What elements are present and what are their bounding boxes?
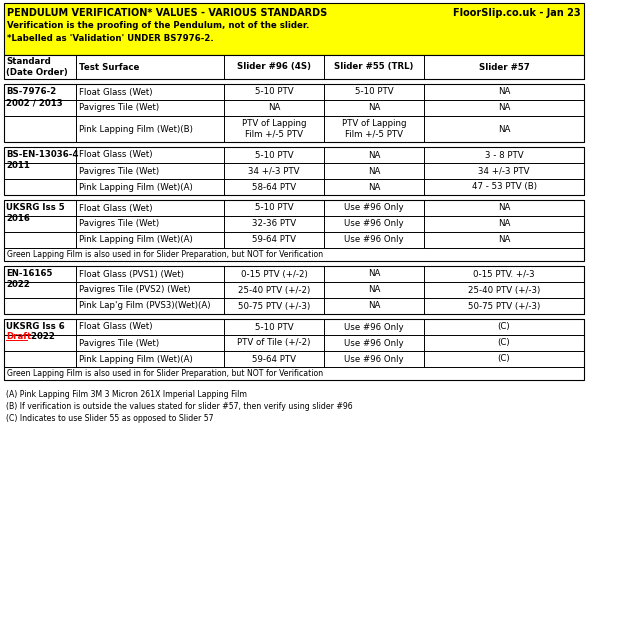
Bar xyxy=(4,3,584,55)
Text: 0-15 PTV (+/-2): 0-15 PTV (+/-2) xyxy=(241,269,307,279)
Text: Pavigres Tile (Wet): Pavigres Tile (Wet) xyxy=(79,104,159,112)
Text: FloorSlip.co.uk - Jan 23: FloorSlip.co.uk - Jan 23 xyxy=(453,8,581,18)
Bar xyxy=(4,147,584,195)
Text: NA: NA xyxy=(368,104,380,112)
Text: NA: NA xyxy=(268,104,280,112)
Text: BS-7976-2
2002 / 2013: BS-7976-2 2002 / 2013 xyxy=(6,87,63,107)
Text: 34 +/-3 PTV: 34 +/-3 PTV xyxy=(248,166,300,176)
Text: BS-EN-13036-4
2011: BS-EN-13036-4 2011 xyxy=(6,150,78,171)
Text: 50-75 PTV (+/-3): 50-75 PTV (+/-3) xyxy=(238,301,310,310)
Text: NA: NA xyxy=(368,301,380,310)
Text: Float Glass (Wet): Float Glass (Wet) xyxy=(79,204,152,212)
Text: NA: NA xyxy=(498,125,510,133)
Text: EN-16165
2022: EN-16165 2022 xyxy=(6,269,52,289)
Bar xyxy=(4,55,584,79)
Text: Use #96 Only: Use #96 Only xyxy=(344,355,404,363)
Text: (C): (C) xyxy=(497,339,510,348)
Text: Pink Lapping Film (Wet)(A): Pink Lapping Film (Wet)(A) xyxy=(79,355,193,363)
Text: NA: NA xyxy=(498,219,510,229)
Text: Verification is the proofing of the Pendulum, not of the slider.: Verification is the proofing of the Pend… xyxy=(7,21,310,30)
Text: Use #96 Only: Use #96 Only xyxy=(344,322,404,332)
Text: Pink Lapping Film (Wet)(A): Pink Lapping Film (Wet)(A) xyxy=(79,236,193,245)
Text: Slider #57: Slider #57 xyxy=(478,63,530,71)
Text: Pink Lap'g Film (PVS3)(Wet)(A): Pink Lap'g Film (PVS3)(Wet)(A) xyxy=(79,301,210,310)
Text: Float Glass (PVS1) (Wet): Float Glass (PVS1) (Wet) xyxy=(79,269,184,279)
Text: *Labelled as 'Validation' UNDER BS7976-2.: *Labelled as 'Validation' UNDER BS7976-2… xyxy=(7,34,214,43)
Text: Standard
(Date Order): Standard (Date Order) xyxy=(6,57,68,77)
Text: (C): (C) xyxy=(497,355,510,363)
Text: PENDULUM VERIFICATION* VALUES - VARIOUS STANDARDS: PENDULUM VERIFICATION* VALUES - VARIOUS … xyxy=(7,8,327,18)
Text: 58-64 PTV: 58-64 PTV xyxy=(252,183,296,191)
Text: Green Lapping Film is also used in for Slider Preparation, but NOT for Verificat: Green Lapping Film is also used in for S… xyxy=(7,250,323,259)
Text: 2022: 2022 xyxy=(28,332,55,341)
Text: 0-15 PTV. +/-3: 0-15 PTV. +/-3 xyxy=(473,269,535,279)
Bar xyxy=(4,319,584,380)
Text: NA: NA xyxy=(368,166,380,176)
Text: 5-10 PTV: 5-10 PTV xyxy=(355,87,393,97)
Text: NA: NA xyxy=(498,104,510,112)
Bar xyxy=(4,200,584,261)
Text: Test Surface: Test Surface xyxy=(79,63,140,71)
Text: 47 - 53 PTV (B): 47 - 53 PTV (B) xyxy=(471,183,537,191)
Text: 34 +/-3 PTV: 34 +/-3 PTV xyxy=(478,166,530,176)
Text: Pavigres Tile (Wet): Pavigres Tile (Wet) xyxy=(79,166,159,176)
Text: PTV of Tile (+/-2): PTV of Tile (+/-2) xyxy=(237,339,311,348)
Text: (A) Pink Lapping Film 3M 3 Micron 261X Imperial Lapping Film: (A) Pink Lapping Film 3M 3 Micron 261X I… xyxy=(6,390,247,399)
Bar xyxy=(4,319,584,380)
Text: Float Glass (Wet): Float Glass (Wet) xyxy=(79,150,152,159)
Text: Use #96 Only: Use #96 Only xyxy=(344,339,404,348)
Text: 32-36 PTV: 32-36 PTV xyxy=(252,219,296,229)
Text: (B) If verification is outside the values stated for slider #57, then verify usi: (B) If verification is outside the value… xyxy=(6,402,353,411)
Text: 3 - 8 PTV: 3 - 8 PTV xyxy=(485,150,523,159)
Text: Float Glass (Wet): Float Glass (Wet) xyxy=(79,87,152,97)
Text: (C): (C) xyxy=(497,322,510,332)
Text: (C) Indicates to use Slider 55 as opposed to Slider 57: (C) Indicates to use Slider 55 as oppose… xyxy=(6,414,214,423)
Text: Pavigres Tile (Wet): Pavigres Tile (Wet) xyxy=(79,339,159,348)
Text: Slider #96 (4S): Slider #96 (4S) xyxy=(237,63,311,71)
Text: Green Lapping Film is also used in for Slider Preparation, but NOT for Verificat: Green Lapping Film is also used in for S… xyxy=(7,369,323,378)
Text: Draft: Draft xyxy=(6,332,31,341)
Text: NA: NA xyxy=(498,204,510,212)
Text: 59-64 PTV: 59-64 PTV xyxy=(252,355,296,363)
Text: 25-40 PTV (+/-3): 25-40 PTV (+/-3) xyxy=(468,286,540,295)
Text: 5-10 PTV: 5-10 PTV xyxy=(255,150,293,159)
Text: Pink Lapping Film (Wet)(B): Pink Lapping Film (Wet)(B) xyxy=(79,125,193,133)
Bar xyxy=(4,84,584,142)
Text: 59-64 PTV: 59-64 PTV xyxy=(252,236,296,245)
Text: NA: NA xyxy=(498,236,510,245)
Text: NA: NA xyxy=(368,183,380,191)
Text: NA: NA xyxy=(498,87,510,97)
Text: 5-10 PTV: 5-10 PTV xyxy=(255,204,293,212)
Text: NA: NA xyxy=(368,269,380,279)
Text: Slider #55 (TRL): Slider #55 (TRL) xyxy=(334,63,414,71)
Text: UKSRG Iss 6: UKSRG Iss 6 xyxy=(6,322,64,331)
Text: 50-75 PTV (+/-3): 50-75 PTV (+/-3) xyxy=(468,301,540,310)
Text: Pink Lapping Film (Wet)(A): Pink Lapping Film (Wet)(A) xyxy=(79,183,193,191)
Bar xyxy=(4,266,584,314)
Text: PTV of Lapping
Film +/-5 PTV: PTV of Lapping Film +/-5 PTV xyxy=(242,119,307,138)
Text: Pavigres Tile (Wet): Pavigres Tile (Wet) xyxy=(79,219,159,229)
Bar xyxy=(4,200,584,261)
Text: 5-10 PTV: 5-10 PTV xyxy=(255,322,293,332)
Text: Use #96 Only: Use #96 Only xyxy=(344,219,404,229)
Text: 25-40 PTV (+/-2): 25-40 PTV (+/-2) xyxy=(238,286,310,295)
Text: UKSRG Iss 5
2016: UKSRG Iss 5 2016 xyxy=(6,203,64,224)
Text: NA: NA xyxy=(368,286,380,295)
Text: NA: NA xyxy=(368,150,380,159)
Text: 5-10 PTV: 5-10 PTV xyxy=(255,87,293,97)
Bar xyxy=(4,147,584,195)
Text: PTV of Lapping
Film +/-5 PTV: PTV of Lapping Film +/-5 PTV xyxy=(342,119,406,138)
Bar xyxy=(4,266,584,314)
Bar xyxy=(4,84,584,142)
Text: Float Glass (Wet): Float Glass (Wet) xyxy=(79,322,152,332)
Text: Pavigres Tile (PVS2) (Wet): Pavigres Tile (PVS2) (Wet) xyxy=(79,286,190,295)
Text: Use #96 Only: Use #96 Only xyxy=(344,236,404,245)
Text: Use #96 Only: Use #96 Only xyxy=(344,204,404,212)
